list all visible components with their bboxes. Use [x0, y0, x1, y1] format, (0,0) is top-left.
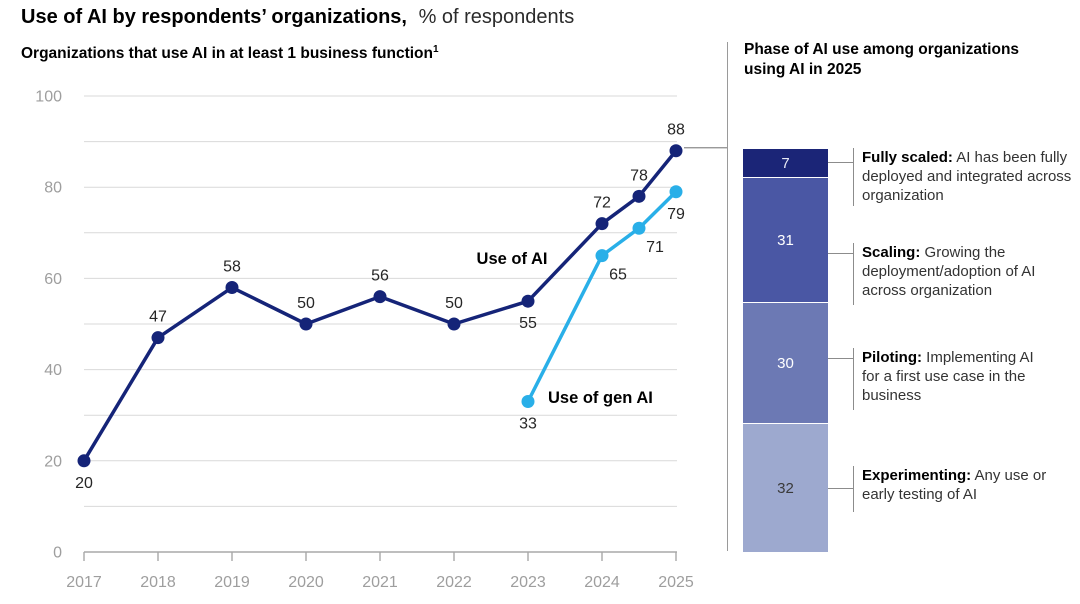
data-point — [595, 217, 609, 231]
data-label: 56 — [371, 268, 389, 285]
panel-divider — [727, 42, 728, 551]
legend-connector-line — [828, 488, 853, 489]
data-label: 58 — [223, 259, 241, 276]
bar-segment-scaling: 31 — [743, 177, 828, 303]
data-point — [225, 281, 239, 295]
legend-description: Growing the deployment/adoption of AI ac… — [862, 244, 1036, 299]
data-point — [669, 144, 683, 158]
y-axis-label: 100 — [35, 89, 62, 106]
legend-item-scaling: Scaling: Growing the deployment/adoption… — [862, 243, 1042, 300]
legend-connector-line — [828, 162, 853, 163]
legend-term: Piloting: — [862, 349, 922, 366]
x-axis-label: 2024 — [584, 574, 620, 591]
data-label: 72 — [593, 195, 611, 212]
data-label: 50 — [445, 295, 463, 312]
legend-description: AI has been fully deployed and integrate… — [862, 149, 1072, 204]
legend-bracket-line — [853, 148, 854, 206]
x-axis-label: 2020 — [288, 574, 324, 591]
legend-bracket-line — [853, 466, 854, 512]
data-label: 50 — [297, 295, 315, 312]
y-axis-label: 0 — [53, 545, 62, 562]
bar-segment-value: 7 — [781, 154, 790, 172]
y-axis-label: 60 — [44, 271, 62, 288]
data-point — [521, 395, 535, 409]
data-point — [299, 317, 313, 331]
x-axis-label: 2021 — [362, 574, 398, 591]
legend-item-piloting: Piloting: Implementing AI for a first us… — [862, 348, 1038, 405]
bar-segment-fully-scaled: 7 — [743, 149, 828, 178]
y-axis-label: 40 — [44, 362, 62, 379]
data-label: 55 — [519, 315, 537, 332]
y-axis-label: 80 — [44, 180, 62, 197]
legend-connector-line — [828, 253, 853, 254]
legend-term: Fully scaled: — [862, 149, 953, 166]
data-label: 47 — [149, 309, 167, 326]
x-axis-label: 2023 — [510, 574, 546, 591]
right-panel-title: Phase of AI use among organizations usin… — [744, 41, 1020, 78]
x-axis-label: 2019 — [214, 574, 250, 591]
legend-connector-line — [828, 358, 853, 359]
data-label: 20 — [75, 475, 93, 492]
x-axis-label: 2017 — [66, 574, 102, 591]
data-point — [373, 290, 387, 304]
bar-segment-piloting: 30 — [743, 302, 828, 424]
line-chart: 0 20 40 60 80 100 2017 2018 2019 2020 2021 2022 2023… — [35, 89, 727, 591]
figure-title-unit: % of respondents — [418, 6, 575, 28]
footnote-marker: 1 — [432, 44, 439, 55]
legend-description: Implementing AI for a first use case in … — [862, 349, 1034, 404]
legend-bracket-line — [853, 243, 854, 305]
x-axis-label: 2018 — [140, 574, 176, 591]
bar-segment-value: 31 — [777, 231, 794, 249]
series-line — [526, 190, 678, 403]
legend-item-experimenting: Experimenting: Any use or early testing … — [862, 466, 1047, 504]
data-point — [632, 221, 646, 235]
data-point — [595, 249, 609, 263]
line-chart-subtitle: Organizations that use AI in at least 1 … — [21, 44, 439, 63]
legend-description: Any use or early testing of AI — [862, 467, 1047, 503]
subtitle-text: Organizations that use AI in at least 1 … — [21, 45, 433, 63]
legend-term: Scaling: — [862, 244, 921, 261]
legend-term: Experimenting: — [862, 467, 972, 484]
data-point — [521, 294, 535, 308]
data-point — [632, 189, 646, 203]
x-axis-label: 2025 — [658, 574, 694, 591]
series-name-label: Use of gen AI — [548, 389, 653, 407]
bar-segment-experimenting: 32 — [743, 423, 828, 552]
data-label: 65 — [609, 267, 627, 284]
legend-bracket-line — [853, 348, 854, 410]
legend-item-fully-scaled: Fully scaled: AI has been fully deployed… — [862, 148, 1077, 205]
series-name-label: Use of AI — [477, 250, 548, 268]
y-axis-label: 20 — [44, 453, 62, 470]
data-label: 78 — [630, 167, 648, 184]
data-point — [669, 185, 683, 199]
data-label: 88 — [667, 122, 685, 139]
series-line — [82, 149, 678, 462]
bar-segment-value: 30 — [777, 354, 794, 372]
data-point — [447, 317, 461, 331]
data-label: 79 — [667, 206, 685, 223]
x-axis-label: 2022 — [436, 574, 472, 591]
data-point — [77, 454, 91, 468]
figure-title: Use of AI by respondents’ organizations,… — [21, 6, 574, 29]
bar-segment-value: 32 — [777, 479, 794, 497]
figure-title-main: Use of AI by respondents’ organizations, — [21, 6, 407, 28]
data-label: 71 — [646, 239, 664, 256]
data-point — [151, 331, 165, 345]
data-label: 33 — [519, 416, 537, 433]
